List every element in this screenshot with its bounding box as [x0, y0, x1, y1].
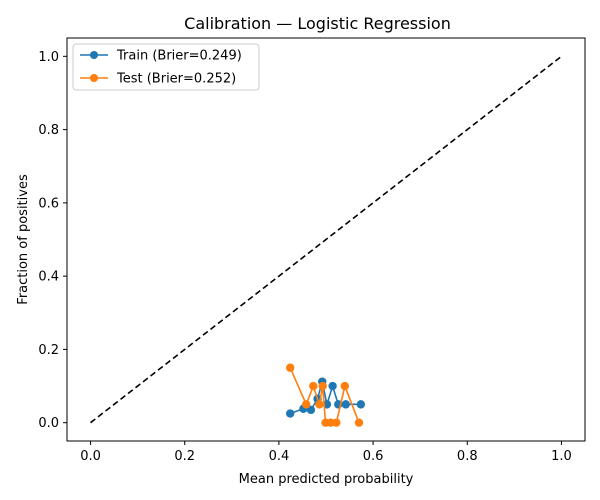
series-1-point: [318, 381, 327, 391]
y-tick-label: 0.0: [38, 416, 59, 431]
plot-frame: [66, 37, 586, 442]
series-0-point: [341, 400, 350, 409]
x-tick-label: 0.6: [363, 449, 384, 464]
series-1-point: [286, 363, 295, 372]
series-0-point: [356, 400, 366, 409]
x-tick-label: 0.8: [457, 449, 478, 464]
series-1-point: [302, 400, 311, 409]
y-axis-ticks: 0.0 0.2 0.4 0.6 0.8 1.0: [38, 50, 67, 431]
legend-box: [72, 43, 260, 91]
y-tick-label: 0.4: [38, 270, 59, 285]
series-1-point: [315, 400, 324, 409]
y-tick-label: 0.2: [38, 343, 59, 358]
plot-area: [90, 55, 562, 427]
legend-marker-test: [90, 74, 98, 82]
y-axis-label: Fraction of positives: [16, 174, 31, 305]
y-tick-label: 1.0: [38, 50, 59, 65]
x-tick-label: 0.2: [174, 449, 195, 464]
legend-label-train: Train (Brier=0.249): [116, 49, 242, 64]
series-0-point: [306, 405, 316, 415]
series-1-point: [332, 418, 341, 427]
legend-marker-train: [90, 51, 98, 59]
series-0-point: [328, 381, 337, 391]
chart-title: Calibration — Logistic Regression: [184, 14, 451, 33]
legend-label-test: Test (Brier=0.252): [116, 72, 236, 87]
x-tick-label: 1.0: [551, 449, 572, 464]
series-0-point: [286, 409, 295, 418]
x-tick-label: 0.0: [80, 449, 101, 464]
x-axis-ticks: 0.0 0.2 0.4 0.6 0.8 1.0: [80, 441, 572, 464]
series-1-point: [309, 381, 318, 391]
x-tick-label: 0.4: [269, 449, 290, 464]
series-line-1: [289, 367, 360, 424]
legend: Train (Brier=0.249) Test (Brier=0.252): [72, 43, 260, 91]
y-tick-label: 0.6: [38, 196, 59, 211]
series-1-point: [340, 381, 350, 391]
x-axis-label: Mean predicted probability: [239, 472, 414, 487]
series-1-point: [354, 418, 364, 427]
y-tick-label: 0.8: [38, 123, 59, 138]
perfect-calibration-line: [90, 55, 562, 424]
